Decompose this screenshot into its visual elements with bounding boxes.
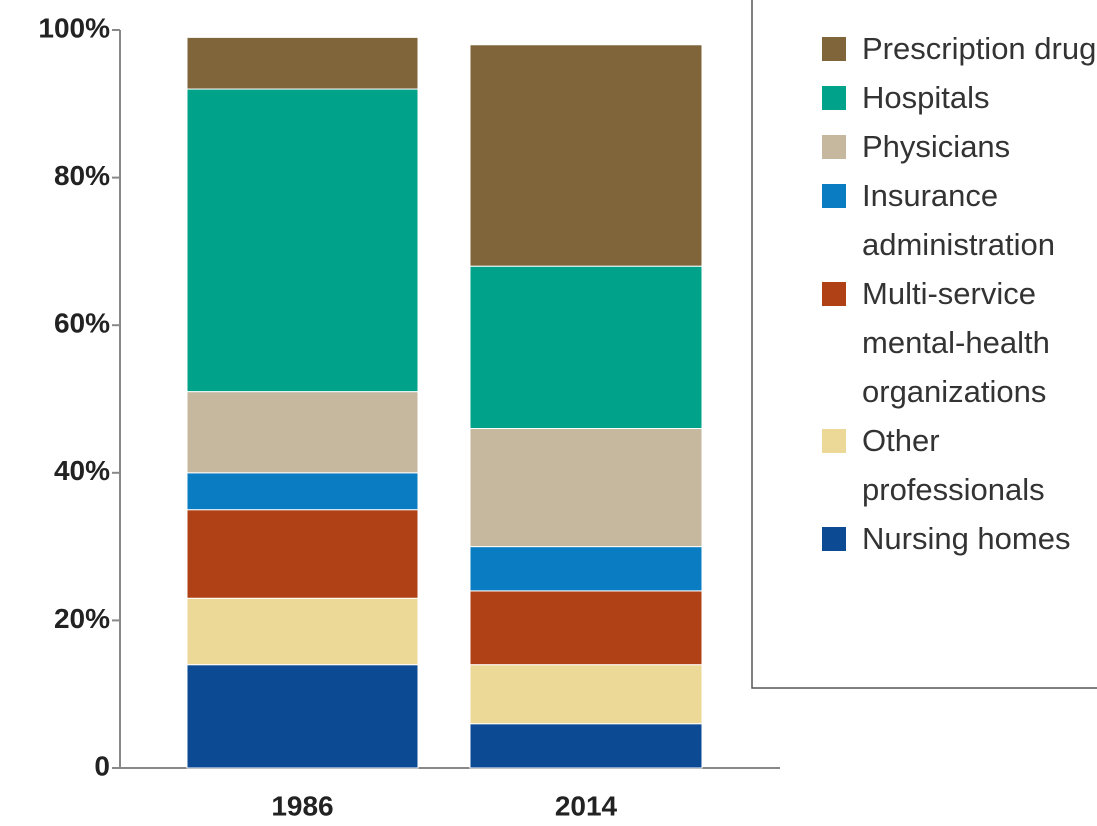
legend-item: Insurance administration: [822, 171, 1097, 269]
y-tick-label: 0: [94, 750, 110, 781]
bar-segment: [186, 88, 419, 393]
legend-swatch: [822, 282, 846, 306]
legend-swatch: [822, 184, 846, 208]
y-tick-label: 100%: [38, 12, 110, 43]
legend-item: Prescription drugs: [822, 24, 1097, 73]
y-tick-label: 80%: [54, 160, 110, 191]
bar-segment: [186, 472, 419, 511]
y-tick-label: 40%: [54, 455, 110, 486]
legend-box: [751, 0, 1097, 689]
legend-swatch: [822, 135, 846, 159]
bar-segment: [469, 664, 703, 725]
bar-segment: [469, 590, 703, 666]
bar-segment: [186, 509, 419, 599]
legend-swatch: [822, 37, 846, 61]
legend-item: Other professionals: [822, 416, 1097, 514]
bar-segment: [469, 265, 703, 430]
bar-segment: [186, 597, 419, 666]
y-tick-label: 20%: [54, 603, 110, 634]
legend-swatch: [822, 429, 846, 453]
legend-item: Multi-service mental-health organization…: [822, 269, 1097, 416]
legend: Prescription drugs Hospitals Physicians Ins…: [822, 24, 1097, 563]
legend-item: Physicians: [822, 122, 1097, 171]
legend-label: Nursing homes: [862, 521, 1071, 556]
legend-label: Hospitals: [862, 80, 990, 115]
legend-label: Insurance administration: [862, 178, 1055, 262]
bar-segment: [469, 546, 703, 592]
bar-segment: [469, 723, 703, 769]
legend-swatch: [822, 527, 846, 551]
legend-label: Prescription drugs: [862, 31, 1097, 66]
legend-item: Nursing homes: [822, 514, 1097, 563]
legend-swatch: [822, 86, 846, 110]
bar-segment: [186, 36, 419, 90]
legend-label: Other professionals: [862, 423, 1045, 507]
legend-label: Physicians: [862, 129, 1011, 164]
bar-segment: [186, 391, 419, 474]
legend-label: Multi-service mental-health organization…: [862, 276, 1050, 409]
legend-item: Hospitals: [822, 73, 1097, 122]
bar-segment: [469, 428, 703, 548]
y-tick-label: 60%: [54, 308, 110, 339]
bar-segment: [469, 44, 703, 267]
x-tick-label: 1986: [271, 790, 333, 821]
x-tick-label: 2014: [555, 790, 618, 821]
bar-segment: [186, 664, 419, 769]
